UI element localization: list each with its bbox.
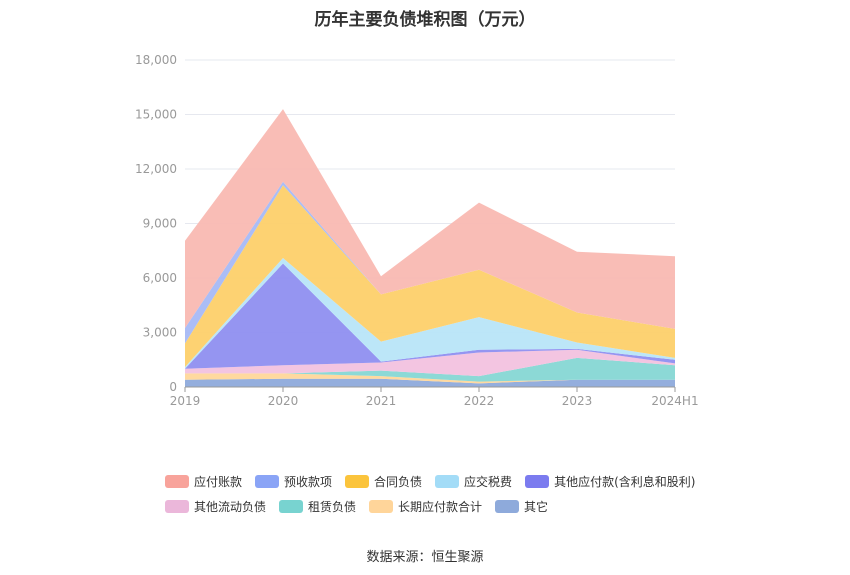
legend-label: 其他流动负债 xyxy=(194,499,267,514)
legend-swatch xyxy=(345,474,370,488)
area-series[interactable] xyxy=(185,373,675,384)
legend-label: 应交税费 xyxy=(464,474,513,489)
y-tick-label: 0 xyxy=(169,380,177,394)
legend-label: 预收款项 xyxy=(284,474,333,489)
legend-swatch xyxy=(255,474,280,488)
legend-swatch xyxy=(495,499,520,513)
legend-label: 应付账款 xyxy=(194,474,243,489)
y-tick-label: 15,000 xyxy=(135,108,177,122)
x-tick-label: 2020 xyxy=(268,394,299,408)
legend-swatch xyxy=(165,474,189,488)
x-tick-label: 2022 xyxy=(464,394,495,408)
legend-item-lease-liabilities[interactable]: 租赁负债 xyxy=(279,498,356,515)
legend-item-accounts-payable[interactable]: 应付账款 xyxy=(165,473,242,490)
stacked-area-chart: 0 3,000 6,000 9,000 12,000 15,000 18,000 2019 20… xyxy=(135,53,699,408)
chart-title: 历年主要负债堆积图（万元） xyxy=(314,10,536,30)
legend: 应付账款 预收款项 合同负债 应交税费 其他应付款(含利息和股利) 其他流动负债… xyxy=(165,470,765,520)
area-series[interactable] xyxy=(185,258,675,369)
legend-swatch xyxy=(165,499,189,513)
x-tick-label: 2021 xyxy=(366,394,397,408)
y-tick-label: 9,000 xyxy=(143,217,177,231)
legend-swatch xyxy=(279,499,304,513)
legend-item-other-payables[interactable]: 其他应付款(含利息和股利) xyxy=(525,473,695,490)
legend-item-others[interactable]: 其它 xyxy=(495,498,548,515)
legend-label: 其它 xyxy=(524,499,549,514)
legend-swatch xyxy=(435,474,460,488)
area-series[interactable] xyxy=(185,349,675,377)
area-series[interactable] xyxy=(185,378,675,387)
legend-item-advance-receipts[interactable]: 预收款项 xyxy=(255,473,332,490)
x-tick-label: 2019 xyxy=(170,394,201,408)
legend-item-contract-liabilities[interactable]: 合同负债 xyxy=(345,473,422,490)
legend-label: 其他应付款(含利息和股利) xyxy=(554,474,696,489)
legend-swatch xyxy=(369,499,394,513)
x-tick-label: 2024H1 xyxy=(651,394,698,408)
data-source: 数据来源：恒生聚源 xyxy=(366,550,484,565)
legend-label: 租赁负债 xyxy=(308,499,357,514)
legend-swatch xyxy=(525,474,550,488)
y-tick-label: 18,000 xyxy=(135,53,177,67)
legend-row-1: 应付账款 预收款项 合同负债 应交税费 其他应付款(含利息和股利) xyxy=(165,470,765,492)
legend-item-taxes-payable[interactable]: 应交税费 xyxy=(435,473,512,490)
y-tick-label: 6,000 xyxy=(143,271,177,285)
legend-item-long-term-payables[interactable]: 长期应付款合计 xyxy=(369,498,482,515)
legend-label: 长期应付款合计 xyxy=(398,499,483,514)
y-tick-label: 3,000 xyxy=(143,326,177,340)
area-series[interactable] xyxy=(185,109,675,329)
area-series[interactable] xyxy=(185,357,675,382)
legend-row-2: 其他流动负债 租赁负债 长期应付款合计 其它 xyxy=(165,495,765,517)
area-series[interactable] xyxy=(185,263,675,369)
y-tick-label: 12,000 xyxy=(135,162,177,176)
legend-item-other-current-liabilities[interactable]: 其他流动负债 xyxy=(165,498,266,515)
x-tick-label: 2023 xyxy=(562,394,593,408)
legend-label: 合同负债 xyxy=(374,474,423,489)
area-series[interactable] xyxy=(185,185,675,367)
area-layer xyxy=(185,109,675,387)
axis-layer: 0 3,000 6,000 9,000 12,000 15,000 18,000 2019 20… xyxy=(135,53,699,408)
